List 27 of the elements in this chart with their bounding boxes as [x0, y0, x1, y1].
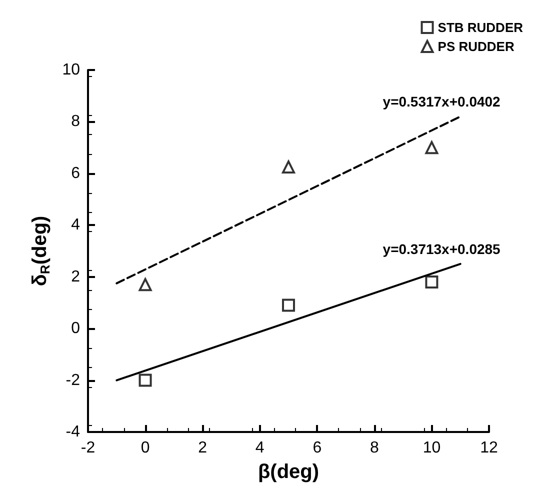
y-tick-label: 8	[71, 113, 80, 130]
legend-label: PS RUDDER	[438, 39, 515, 54]
legend-label: STB RUDDER	[438, 20, 524, 35]
x-tick-label: 0	[140, 440, 150, 456]
y-tick-label: 10	[62, 62, 80, 78]
point	[138, 278, 152, 292]
point	[282, 298, 295, 312]
y-tick-label: 6	[71, 164, 80, 182]
y-tick-label: 4	[71, 216, 80, 234]
y-tick-label: -2	[66, 372, 80, 389]
x-axis-title: β(deg)	[258, 461, 320, 483]
point	[425, 276, 438, 289]
y-axis-title: δR(deg)	[28, 216, 52, 286]
x-tick-label: 2	[198, 440, 208, 456]
y-tick-label: 0	[71, 320, 80, 338]
x-tick-label: 10	[422, 440, 441, 456]
x-tick-label: 4	[255, 440, 264, 456]
y-tick-label: 2	[71, 268, 80, 286]
point	[282, 160, 295, 174]
annotation: y=0.3713x+0.0285	[382, 240, 501, 257]
point	[425, 141, 438, 154]
point	[138, 374, 152, 387]
y-tick-label: -4	[66, 424, 80, 440]
x-tick-label: 8	[370, 440, 379, 456]
x-tick-label: 12	[480, 440, 498, 456]
x-tick-label: 6	[312, 440, 322, 456]
annotation: y=0.5317x+0.0402	[382, 94, 501, 110]
